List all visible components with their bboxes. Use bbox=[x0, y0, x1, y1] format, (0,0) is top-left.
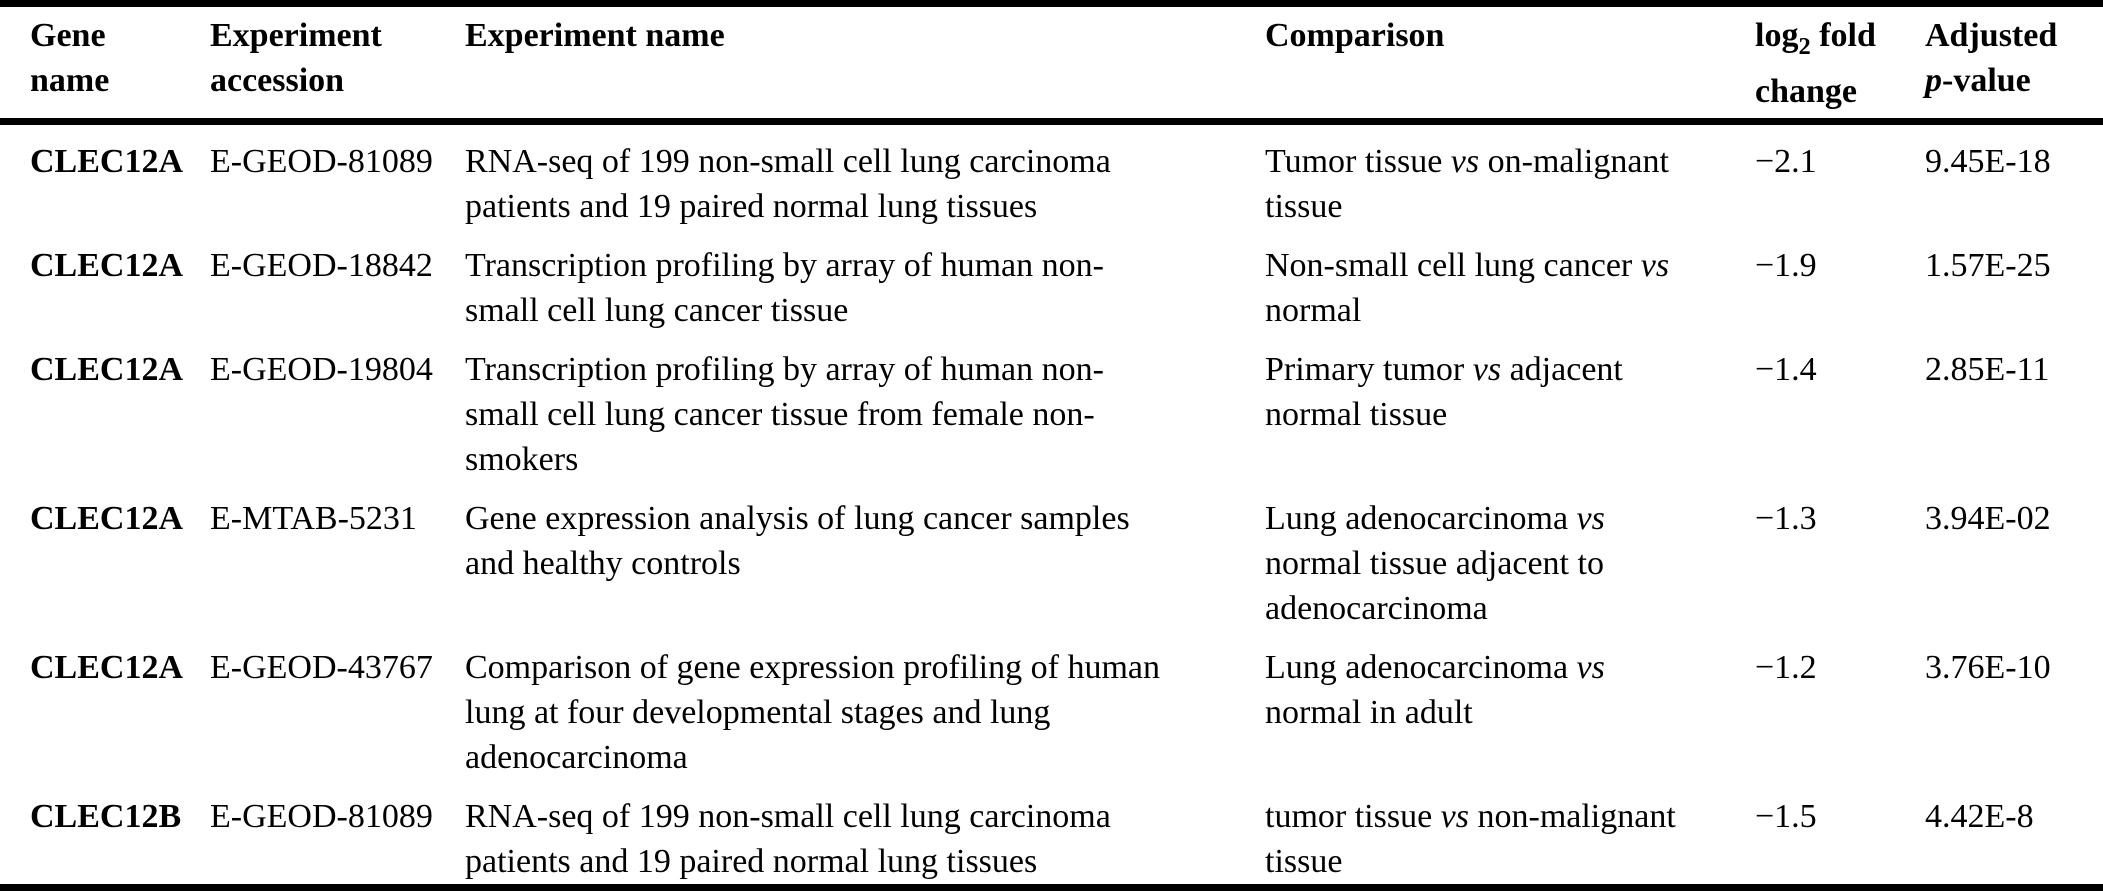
experiment-name-cell: RNA-seq of 199 non-small cell lung carci… bbox=[465, 142, 1111, 225]
experiment-name-cell: Transcription profiling by array of huma… bbox=[465, 350, 1104, 478]
experiment-accession-cell: E-MTAB-5231 bbox=[210, 499, 417, 537]
adjusted-p-value-cell: 1.57E-25 bbox=[1925, 246, 2051, 284]
comparison-pre: Lung adenocarcinoma bbox=[1265, 648, 1577, 686]
log2-fold-change-cell: −1.5 bbox=[1755, 797, 1817, 835]
adjusted-p-value-cell: 3.94E-02 bbox=[1925, 499, 2051, 537]
table-row: CLEC12A E-GEOD-43767 Comparison of gene … bbox=[0, 631, 2103, 780]
comparison-post: normal in adult bbox=[1265, 693, 1473, 731]
gene-name-cell: CLEC12A bbox=[30, 142, 184, 180]
comparison-cell: Lung adenocarcinoma vs normal in adult bbox=[1265, 631, 1755, 780]
gene-name-cell: CLEC12A bbox=[30, 648, 184, 686]
log2-fold-change-cell: −1.9 bbox=[1755, 246, 1817, 284]
experiment-accession-cell: E-GEOD-81089 bbox=[210, 142, 433, 180]
comparison-cell: Lung adenocarcinoma vs normal tissue adj… bbox=[1265, 482, 1755, 631]
adjusted-p-value-cell: 9.45E-18 bbox=[1925, 142, 2051, 180]
adjusted-p-value-cell: 2.85E-11 bbox=[1925, 350, 2050, 388]
vs-italic: vs bbox=[1576, 648, 1605, 686]
log2-label-post: fold change bbox=[1755, 17, 1876, 110]
vs-italic: vs bbox=[1640, 246, 1670, 284]
comparison-cell: Tumor tissue vs on-malignant tissue bbox=[1265, 121, 1755, 229]
comparison-pre: Tumor tissue bbox=[1265, 142, 1451, 180]
col-header-log2-fold-change: log2 fold change bbox=[1755, 3, 1925, 125]
col-header-adjusted-p-value: Adjusted p-value bbox=[1925, 3, 2103, 125]
p-italic: p bbox=[1925, 62, 1942, 99]
experiment-accession-cell: E-GEOD-43767 bbox=[210, 648, 433, 686]
col-header-experiment-name: Experiment name bbox=[465, 3, 1265, 125]
vs-italic: vs bbox=[1450, 142, 1480, 180]
table-row: CLEC12A E-GEOD-18842 Transcription profi… bbox=[0, 229, 2103, 333]
comparison-cell: Non-small cell lung cancer vs normal bbox=[1265, 229, 1755, 333]
log2-fold-change-cell: −1.4 bbox=[1755, 350, 1817, 388]
table-body: CLEC12A E-GEOD-81089 RNA-seq of 199 non-… bbox=[0, 121, 2103, 887]
experiment-name-cell: Comparison of gene expression profiling … bbox=[465, 648, 1160, 776]
comparison-post: non-malignant tissue bbox=[1265, 797, 1676, 880]
log2-fold-change-cell: −1.3 bbox=[1755, 499, 1817, 537]
vs-italic: vs bbox=[1576, 499, 1605, 537]
comparison-pre: Primary tumor bbox=[1265, 350, 1473, 388]
table-row: CLEC12A E-GEOD-81089 RNA-seq of 199 non-… bbox=[0, 121, 2103, 229]
comparison-pre: Lung adenocarcinoma bbox=[1265, 499, 1577, 537]
experiment-accession-cell: E-GEOD-18842 bbox=[210, 246, 433, 284]
comparison-post: on-malignant tissue bbox=[1265, 142, 1669, 225]
log2-fold-change-cell: −2.1 bbox=[1755, 142, 1817, 180]
experiment-accession-cell: E-GEOD-19804 bbox=[210, 350, 433, 388]
adjusted-label-pre: Adjusted bbox=[1925, 17, 2058, 54]
col-header-experiment-accession: Experiment accession bbox=[210, 3, 465, 125]
gene-name-cell: CLEC12A bbox=[30, 350, 184, 388]
header-row: Gene name Experiment accession Experimen… bbox=[0, 3, 2103, 125]
comparison-cell: Primary tumor vs adjacent normal tissue bbox=[1265, 333, 1755, 482]
gene-name-cell: CLEC12A bbox=[30, 499, 184, 537]
gene-name-cell: CLEC12A bbox=[30, 246, 184, 284]
table-row: CLEC12A E-MTAB-5231 Gene expression anal… bbox=[0, 482, 2103, 631]
table-header: Gene name Experiment accession Experimen… bbox=[0, 3, 2103, 125]
experiment-name-cell: Transcription profiling by array of huma… bbox=[465, 246, 1104, 329]
col-header-comparison: Comparison bbox=[1265, 3, 1755, 125]
experiment-accession-cell: E-GEOD-81089 bbox=[210, 797, 433, 835]
experiment-name-cell: Gene expression analysis of lung cancer … bbox=[465, 499, 1130, 582]
vs-italic: vs bbox=[1440, 797, 1469, 835]
comparison-pre: Non-small cell lung cancer bbox=[1265, 246, 1641, 284]
gene-name-cell: CLEC12B bbox=[30, 797, 182, 835]
experiment-name-cell: RNA-seq of 199 non-small cell lung carci… bbox=[465, 797, 1111, 880]
comparison-cell: tumor tissue vs non-malignant tissue bbox=[1265, 780, 1755, 888]
comparison-pre: tumor tissue bbox=[1265, 797, 1441, 835]
log2-fold-change-cell: −1.2 bbox=[1755, 648, 1817, 686]
col-header-gene-name: Gene name bbox=[0, 3, 210, 125]
table-row: CLEC12B E-GEOD-81089 RNA-seq of 199 non-… bbox=[0, 780, 2103, 888]
log2-label-pre: log bbox=[1755, 17, 1799, 54]
comparison-post: normal tissue adjacent to adenocarcinoma bbox=[1265, 544, 1604, 627]
comparison-post: adjacent normal tissue bbox=[1265, 350, 1623, 433]
adjusted-label-post: -value bbox=[1942, 62, 2031, 99]
vs-italic: vs bbox=[1472, 350, 1502, 388]
adjusted-p-value-cell: 4.42E-8 bbox=[1925, 797, 2034, 835]
comparison-post: normal bbox=[1265, 291, 1362, 329]
table-row: CLEC12A E-GEOD-19804 Transcription profi… bbox=[0, 333, 2103, 482]
adjusted-p-value-cell: 3.76E-10 bbox=[1925, 648, 2051, 686]
log2-subscript: 2 bbox=[1798, 32, 1811, 60]
